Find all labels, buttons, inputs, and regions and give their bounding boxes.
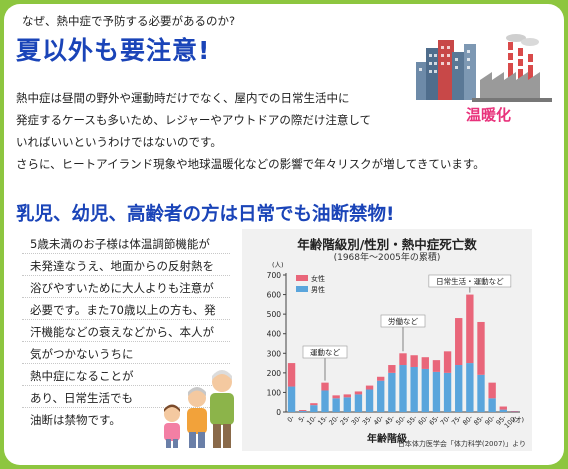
annotation-label: 運動など: [310, 348, 340, 357]
bar-female-80: [466, 294, 474, 364]
bar-female-30: [354, 391, 363, 395]
section-line-8: あり、日常生活でも: [30, 391, 134, 405]
bar-female-20: [332, 395, 340, 399]
dotted-rule: [22, 407, 230, 408]
bar-female-45: [388, 365, 396, 373]
bar-male-85: [477, 374, 485, 412]
bar-male-45: [388, 372, 396, 412]
bar-male-60: [421, 368, 429, 412]
bar-female-0: [287, 363, 296, 387]
dotted-rule: [22, 363, 230, 364]
section-line-1: 5歳未満のお子様は体温調節機能が: [30, 237, 210, 251]
x-tick-label: 0-: [286, 413, 297, 424]
bar-female-50: [399, 353, 407, 366]
intro-line-3: いればいいというわけではないのです。: [16, 135, 222, 149]
bar-female-15: [321, 382, 329, 391]
y-tick-label: 600: [267, 291, 282, 300]
dotted-rule: [22, 275, 230, 276]
bar-male-25: [343, 397, 351, 412]
bar-female-85: [477, 321, 485, 375]
legend-label-male: 男性: [311, 285, 325, 294]
dotted-rule: [22, 253, 230, 254]
y-tick-label: 200: [267, 369, 282, 378]
intro-line-1: 熱中症は昼間の野外や運動時だけでなく、屋内での日常生活中に: [16, 91, 350, 105]
y-tick-label: 500: [267, 310, 282, 319]
dotted-rule: [22, 319, 230, 320]
bar-female-90: [488, 382, 496, 399]
section-line-5: 汗機能などの衰えなどから、本人が: [30, 325, 214, 339]
chart-subtitle: (1968年〜2005年の累積): [333, 253, 441, 263]
content-panel: なぜ、熱中症で予防する必要があるのか? 夏以外も要注意! 熱中症は昼間の野外や運…: [4, 4, 564, 465]
bar-female-35: [365, 385, 374, 390]
section-line-3: 浴びやすいために大人よりも注意が: [30, 281, 214, 295]
section-line-2: 未発達なうえ、地面からの反射熱を: [30, 259, 214, 273]
bar-male-65: [432, 371, 441, 412]
annotation-box: [302, 345, 348, 359]
bar-female-55: [410, 355, 418, 367]
y-tick-label: 400: [267, 330, 282, 339]
section-line-9: 油断は禁物です。: [30, 413, 121, 427]
page-title: 夏以外も要注意!: [16, 36, 211, 65]
legend-swatch-female: [296, 275, 308, 281]
dotted-rule: [22, 341, 230, 342]
bar-female-75: [455, 318, 463, 366]
section-line-7: 熱中症になることが: [30, 369, 134, 383]
legend-label-female: 女性: [311, 274, 325, 283]
bar-female-40: [377, 376, 385, 381]
bar-female-25: [343, 394, 351, 398]
section-line-6: 気がつかないうちに: [30, 347, 134, 361]
bar-male-50: [399, 365, 407, 412]
y-tick-label: 0: [276, 408, 281, 417]
x-tick-label: 5-: [297, 413, 308, 424]
bar-female-60: [421, 357, 429, 369]
question-heading: なぜ、熱中症で予防する必要があるのか?: [22, 14, 236, 28]
bar-male-75: [455, 365, 463, 412]
bar-female-10: [310, 403, 318, 406]
annotation-label: 労働など: [388, 316, 418, 326]
bar-male-5: [299, 411, 307, 412]
y-tick-label: 300: [267, 349, 282, 358]
section-line-4: 必要です。また70歳以上の方も、発: [30, 303, 216, 317]
annotation-box: [428, 274, 512, 288]
bar-male-55: [410, 366, 418, 412]
bar-male-20: [332, 398, 340, 412]
city-factory-icon: [416, 34, 552, 102]
bar-female-100: [510, 411, 519, 412]
chart-title: 年齢階級別/性別・熱中症死亡数: [297, 237, 477, 252]
intro-line-2: 発症するケースも多いため、レジャーやアウトドアの際だけ注意して: [16, 113, 372, 127]
chart-panel: 年齢階級別/性別・熱中症死亡数 (1968年〜2005年の累積) 0 100 200…: [242, 229, 532, 451]
bar-male-30: [354, 394, 363, 412]
bar-female-70: [443, 351, 452, 373]
x-unit-label: (才): [512, 415, 524, 424]
legend-swatch-male: [296, 286, 308, 292]
bar-male-10: [310, 405, 318, 412]
bar-male-90: [488, 398, 496, 412]
bar-female-95: [499, 406, 507, 410]
bar-male-70: [443, 372, 452, 412]
annotation-label: 日常生活・運動など: [436, 276, 504, 286]
bar-male-35: [365, 389, 374, 412]
annotation-box: [380, 314, 426, 328]
bar-male-0: [287, 386, 296, 412]
dotted-rule: [22, 385, 230, 386]
bar-female-5: [299, 410, 307, 412]
family-icon: [164, 370, 234, 448]
chart-source: 日本体力医学会「体力科学(2007)」より: [397, 440, 526, 448]
x-axis-label: 年齢階級: [367, 432, 407, 445]
dotted-rule: [22, 297, 230, 298]
bar-male-80: [466, 363, 474, 412]
bar-female-65: [432, 360, 441, 372]
intro-line-4: さらに、ヒートアイランド現象や地球温暖化などの影響で年々リスクが増してきています…: [16, 157, 485, 171]
bar-male-95: [499, 409, 507, 412]
bar-male-40: [377, 380, 385, 412]
section-title: 乳児、幼児、高齢者の方は日常でも油断禁物!: [16, 204, 395, 225]
y-unit-label: (人): [272, 261, 284, 269]
y-tick-label: 700: [267, 271, 282, 280]
warming-label: 温暖化: [466, 106, 512, 124]
y-tick-label: 100: [267, 388, 282, 397]
bar-male-15: [321, 390, 329, 412]
